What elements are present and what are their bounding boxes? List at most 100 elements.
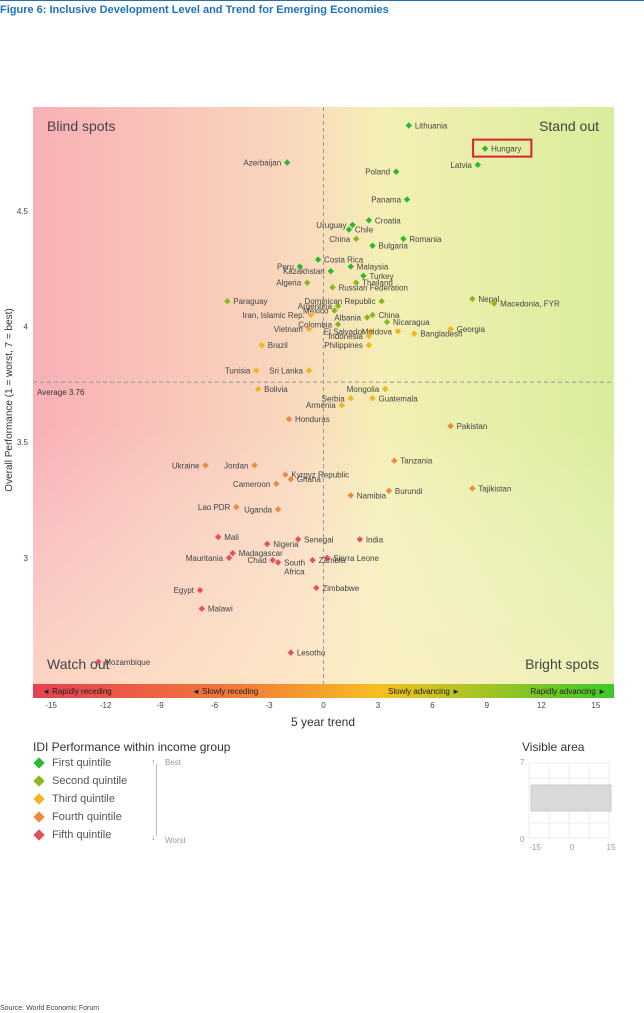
data-point: Brazil <box>258 341 288 350</box>
data-point: Poland <box>365 168 400 177</box>
point-marker <box>334 302 342 310</box>
figure-title: Figure 6: Inclusive Development Level an… <box>0 4 389 16</box>
average-label: Average 3.76 <box>37 388 85 397</box>
point-label: Paraguay <box>233 297 267 306</box>
point-label: Thailand <box>362 279 393 288</box>
data-point: Sierra Leone <box>323 554 379 563</box>
point-marker <box>365 341 373 349</box>
data-point: Tunisia <box>225 367 260 376</box>
minimap-y-max: 7 <box>520 758 525 767</box>
point-marker <box>313 584 320 592</box>
point-marker <box>394 328 402 335</box>
data-point: Mexico <box>303 306 338 315</box>
worst-label: Worst <box>165 836 186 845</box>
point-label: Bangladesh <box>420 330 462 339</box>
point-label: Africa <box>284 567 305 576</box>
point-label: Malawi <box>208 605 233 614</box>
point-marker <box>392 168 400 175</box>
data-point: Honduras <box>285 415 330 424</box>
point-marker <box>251 462 258 469</box>
data-point: Lao PDR <box>198 503 240 512</box>
visible-area-window[interactable] <box>530 784 612 812</box>
x-tick-label: -3 <box>265 701 273 710</box>
visible-area-title: Visible area <box>522 740 585 754</box>
top-rule <box>0 0 644 1</box>
point-marker <box>269 556 276 564</box>
point-marker <box>95 658 102 666</box>
point-marker <box>294 536 302 543</box>
point-label: Tunisia <box>225 367 251 376</box>
data-point: Argentina <box>298 302 342 311</box>
point-label: Algeria <box>276 279 301 288</box>
point-label: Colombia <box>298 320 332 329</box>
data-point: Lesotho <box>287 649 326 658</box>
point-marker <box>365 332 373 340</box>
point-marker <box>287 649 295 656</box>
legend-item[interactable]: Second quintile <box>33 775 127 787</box>
point-marker <box>385 487 393 494</box>
rank-arrow-line <box>156 764 157 836</box>
point-marker <box>347 395 354 402</box>
trend-label-slowly-advancing: Slowly advancing ► <box>388 687 460 696</box>
point-label: Jordan <box>224 461 248 470</box>
point-label: Nepal <box>478 295 499 304</box>
visible-area-minimap[interactable]: 7 0 -15 0 15 <box>515 755 625 855</box>
data-point: Chile <box>345 226 374 235</box>
point-label: Mauritania <box>186 554 224 563</box>
point-marker <box>447 422 454 430</box>
point-marker <box>349 221 356 229</box>
point-marker <box>347 492 354 499</box>
legend-item-label: First quintile <box>52 757 112 769</box>
data-point: Madagascar <box>229 549 283 558</box>
x-tick-label: -15 <box>45 701 57 710</box>
point-marker <box>334 321 342 328</box>
diamond-icon <box>33 775 45 787</box>
data-point: Nigeria <box>264 540 299 549</box>
point-marker <box>305 325 313 333</box>
point-label: Sierra Leone <box>333 554 379 563</box>
y-axis-label: Overall Performance (1 = worst, 7 = best… <box>4 308 15 491</box>
point-label: Uganda <box>244 505 273 514</box>
data-point: Namibia <box>347 491 387 500</box>
data-point: Costa Rica <box>314 256 364 265</box>
point-marker <box>225 554 233 562</box>
point-label: Cameroon <box>233 480 270 489</box>
point-label: Georgia <box>457 325 486 334</box>
point-marker <box>285 415 293 423</box>
point-label: Tanzania <box>400 457 433 466</box>
data-point: Iran, Islamic Rep. <box>243 311 314 320</box>
x-tick-label: 15 <box>591 701 600 710</box>
x-tick-label: -6 <box>211 701 219 710</box>
quadrant-label-blind-spots: Blind spots <box>47 118 115 134</box>
minimap-x-min: -15 <box>529 843 541 852</box>
legend-item-label: Second quintile <box>52 775 128 787</box>
point-label: Ukraine <box>172 461 200 470</box>
data-point: Panama <box>371 195 411 204</box>
point-marker <box>345 226 353 233</box>
point-marker <box>391 457 398 464</box>
data-point: Bolivia <box>254 385 288 394</box>
point-label: Ghana <box>297 475 322 484</box>
point-label: Romania <box>409 235 442 244</box>
legend-item[interactable]: Third quintile <box>33 793 115 805</box>
legend-item[interactable]: Fifth quintile <box>33 829 111 841</box>
point-marker <box>378 298 385 305</box>
point-marker <box>303 279 311 286</box>
point-label: Turkey <box>369 272 393 281</box>
point-marker <box>323 554 331 562</box>
data-point: Nicaragua <box>383 318 430 327</box>
x-tick-label: -12 <box>100 701 112 710</box>
point-label: El Salvador <box>324 327 365 336</box>
data-point: Mauritania <box>186 554 233 563</box>
data-point: Uruguay <box>316 221 356 230</box>
point-label: Malaysia <box>357 263 389 272</box>
legend-item[interactable]: First quintile <box>33 757 111 769</box>
point-marker <box>367 328 374 335</box>
legend-item[interactable]: Fourth quintile <box>33 811 122 823</box>
point-label: Zimbabwe <box>322 584 359 593</box>
diamond-icon <box>33 757 45 769</box>
legend-title: IDI Performance within income group <box>33 740 231 754</box>
point-label: Mali <box>224 533 239 542</box>
point-label: Senegal <box>304 535 334 544</box>
